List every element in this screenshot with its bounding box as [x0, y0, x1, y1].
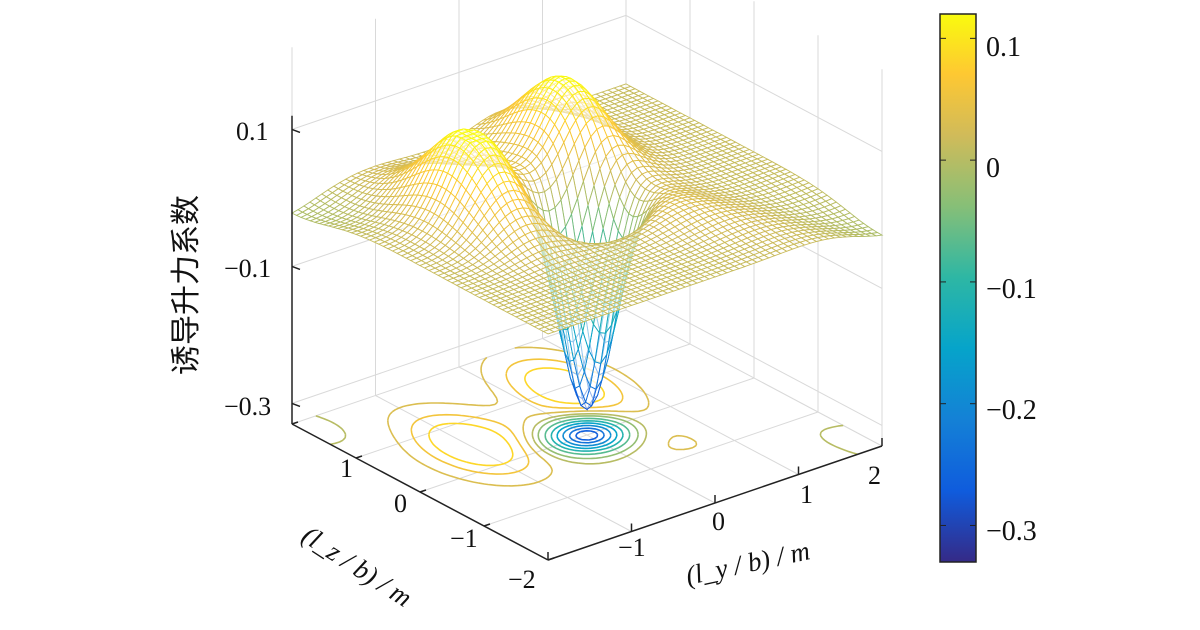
z-tick-mark — [291, 265, 301, 271]
colorbar-tick-label: 0 — [986, 153, 1000, 184]
colorbar-tick-label: −0.1 — [986, 274, 1037, 305]
contour-line — [315, 413, 858, 465]
y-axis-ticks: 1 0 −1 −2 — [340, 454, 536, 594]
z-tick-label: −0.3 — [224, 392, 271, 421]
z-tick-mark — [291, 128, 301, 134]
mesh-cell — [542, 329, 556, 335]
contour-line — [537, 415, 639, 460]
x-tick-label: 2 — [868, 461, 881, 490]
y-tick-mark — [291, 421, 299, 425]
y-tick-mark — [355, 455, 363, 459]
y-tick-label: 1 — [340, 454, 353, 483]
y-axis-title: (l_z / b) / m — [297, 520, 418, 613]
grid-line — [419, 377, 755, 493]
x-tick-label: 1 — [800, 480, 813, 509]
y-tick-mark — [483, 523, 491, 527]
z-tick-label: 0.1 — [236, 117, 269, 146]
y-tick-mark — [419, 489, 427, 493]
floor-contours — [315, 346, 858, 487]
z-tick-mark — [291, 402, 301, 408]
contour-line — [410, 358, 624, 475]
y-tick-label: 0 — [394, 489, 407, 518]
grid-line — [625, 309, 883, 447]
colorbar-tick-label: 0.1 — [986, 32, 1021, 63]
colorbar-tick-label: −0.2 — [986, 395, 1037, 426]
y-tick-label: −2 — [508, 565, 536, 594]
colorbar-gradient — [939, 13, 977, 563]
grid-line — [625, 288, 883, 426]
z-tick-label: −0.1 — [224, 254, 271, 283]
x-axis-title: (l_y / b) / m — [683, 535, 812, 591]
contour-line — [568, 427, 605, 444]
x-tick-label: 0 — [712, 507, 725, 536]
grid-line — [625, 14, 883, 152]
y-tick-mark — [547, 557, 555, 561]
contour-line — [575, 430, 599, 441]
colorbar-ticks — [940, 37, 976, 526]
contour-line — [544, 417, 631, 456]
contour-line — [428, 367, 605, 467]
contour-line — [550, 420, 624, 452]
grid-line — [355, 343, 691, 459]
grid-line — [291, 14, 627, 130]
z-axis-ticks: 0.1 −0.1 −0.3 — [224, 117, 271, 421]
colorbar-tick-label: −0.3 — [986, 516, 1037, 547]
contour-line — [562, 424, 612, 447]
x-axis-ticks: −1 0 1 2 — [618, 461, 881, 562]
y-tick-label: −1 — [450, 524, 478, 553]
x-tick-label: −1 — [618, 533, 646, 562]
axis-lines — [291, 115, 883, 561]
colorbar: 0.1 0 −0.1 −0.2 −0.3 — [939, 13, 1037, 563]
z-axis-title: 诱导升力系数 — [169, 195, 204, 375]
surface-mesh — [291, 75, 884, 411]
contour-line — [556, 422, 618, 450]
